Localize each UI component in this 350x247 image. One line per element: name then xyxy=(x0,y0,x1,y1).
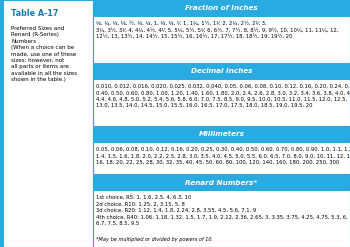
FancyBboxPatch shape xyxy=(93,63,350,80)
Text: Fraction of Inches: Fraction of Inches xyxy=(185,5,258,11)
Text: 0.05, 0.06, 0.08, 0.10, 0.12, 0.16, 0.20, 0.25, 0.30, 0.40, 0.50, 0.60, 0.70, 0.: 0.05, 0.06, 0.08, 0.10, 0.12, 0.16, 0.20… xyxy=(96,147,350,165)
Text: Table A-17: Table A-17 xyxy=(11,9,58,18)
Text: Preferred Sizes and
Renard (R-Series)
Numbers
(When a choice can be
made, use on: Preferred Sizes and Renard (R-Series) Nu… xyxy=(11,26,77,82)
FancyBboxPatch shape xyxy=(93,0,350,17)
Text: ⅟₄, ¼, ⅟₄, ⅟₄, ½, ⅟₄, ⅟₄, 1, ⅟₄, ⅟₄, ⅟, 1, 1¼, 1½, 1⅟, 2, 2¼, 2½, 2⅟, 3,
3¼, 3½,: ⅟₄, ¼, ⅟₄, ⅟₄, ½, ⅟₄, ⅟₄, 1, ⅟₄, ⅟₄, ⅟, … xyxy=(96,21,338,39)
Text: *May be multiplied or divided by powers of 10.: *May be multiplied or divided by powers … xyxy=(96,237,213,242)
FancyBboxPatch shape xyxy=(0,0,4,247)
Text: 0.010, 0.012, 0.016, 0.020, 0.025, 0.032, 0.040, 0.05, 0.06, 0.08, 0.10, 0.12, 0: 0.010, 0.012, 0.016, 0.020, 0.025, 0.032… xyxy=(96,84,350,108)
Text: Renard Numbers*: Renard Numbers* xyxy=(185,180,258,185)
Text: Decimal Inches: Decimal Inches xyxy=(191,68,252,74)
Text: Millimeters: Millimeters xyxy=(198,131,244,137)
Text: 1st choice, R5: 1, 1.6, 2.5, 4, 6.3, 10
2d choice, R10: 1.25, 2, 3.15, 5, 8
3d c: 1st choice, R5: 1, 1.6, 2.5, 4, 6.3, 10 … xyxy=(96,195,348,226)
FancyBboxPatch shape xyxy=(93,174,350,191)
FancyBboxPatch shape xyxy=(93,126,350,143)
